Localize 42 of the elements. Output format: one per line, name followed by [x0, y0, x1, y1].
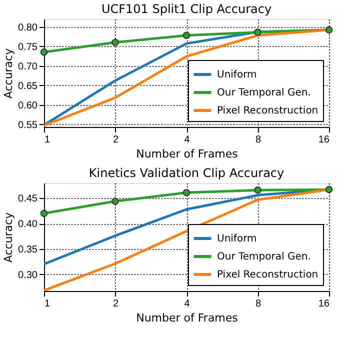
legend-label: Pixel Reconstruction — [217, 106, 318, 116]
x-tick-label: 8 — [255, 298, 262, 310]
y-tick-label: 0.80 — [18, 22, 38, 34]
x-tick-label: 2 — [112, 134, 119, 146]
legend-label: Uniform — [217, 234, 257, 244]
x-tick-label: 8 — [255, 134, 262, 146]
y-tick-label: 0.55 — [18, 120, 38, 131]
legend-label: Pixel Reconstruction — [217, 270, 318, 280]
x-tick-label: 4 — [184, 298, 190, 310]
point — [254, 28, 262, 36]
y-tick-label: 0.70 — [18, 61, 38, 72]
y-tick-label: 0.45 — [18, 194, 38, 205]
point — [40, 210, 48, 218]
x-tick-label: 16 — [318, 134, 330, 146]
x-axis-title: Number of Frames — [136, 148, 238, 160]
y-tick-label: 0.65 — [18, 80, 38, 92]
chart-title: Kinetics Validation Clip Accuracy — [88, 166, 284, 180]
legend-label: Our Temporal Gen. — [217, 252, 311, 262]
x-tick-label: 4 — [184, 134, 190, 146]
x-tick-label: 1 — [44, 298, 50, 310]
x-tick-label: 16 — [318, 298, 330, 310]
y-tick-label: 0.35 — [18, 244, 38, 256]
x-tick-label: 1 — [44, 134, 50, 146]
y-tick-label: 0.75 — [18, 42, 38, 53]
x-tick-label: 2 — [112, 298, 119, 310]
legend-label: Uniform — [217, 70, 257, 80]
point — [182, 188, 190, 196]
point — [325, 186, 333, 194]
y-axis-title: Accuracy — [2, 48, 16, 99]
x-axis-title: Number of Frames — [136, 312, 238, 324]
y-tick-label: 0.40 — [18, 219, 38, 230]
chart-title: UCF101 Split1 Clip Accuracy — [101, 2, 272, 16]
legend-label: Our Temporal Gen. — [217, 88, 311, 98]
point — [112, 38, 119, 46]
y-tick-label: 0.30 — [18, 270, 38, 281]
point — [40, 48, 48, 56]
y-axis-title: Accuracy — [2, 212, 16, 263]
y-tick-label: 0.60 — [18, 100, 38, 112]
point — [254, 186, 262, 194]
point — [325, 26, 333, 34]
point — [112, 198, 119, 205]
point — [182, 32, 190, 40]
